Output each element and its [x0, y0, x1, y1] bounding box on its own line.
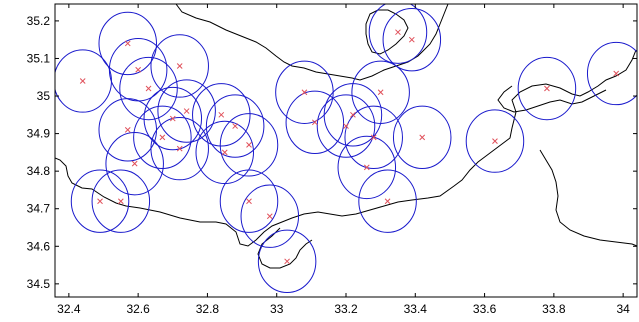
data-point-marker — [343, 123, 349, 129]
coverage-circle — [157, 79, 216, 143]
coverage-circle — [586, 41, 637, 106]
plot-area — [55, 4, 637, 293]
coastline-main — [55, 49, 637, 247]
coastline-east — [497, 85, 607, 113]
data-point-marker — [221, 149, 228, 156]
coastline-south-cape — [257, 227, 313, 269]
coverage-circle — [316, 94, 376, 158]
data-point-marker — [117, 198, 124, 205]
data-point-marker — [176, 145, 183, 152]
data-point-marker — [350, 111, 356, 118]
coverage-circle — [150, 116, 209, 181]
coverage-circle — [133, 105, 192, 170]
coverage-circle — [344, 105, 403, 170]
data-point-marker — [183, 108, 190, 114]
x-tick-label: 32.4 — [57, 302, 81, 316]
axes-frame — [54, 3, 638, 298]
y-tick-label: 34.6 — [27, 239, 51, 253]
coverage-circle — [91, 169, 151, 233]
data-point-marker — [377, 89, 384, 96]
y-axis: 34.5 34.6 34.7 34.8 34.9 35 35.1 35.2 — [27, 14, 637, 291]
coverage-circle — [351, 60, 410, 124]
data-point-marker — [363, 164, 370, 171]
data-point-marker — [135, 66, 141, 73]
data-point-marker — [301, 89, 308, 96]
data-point-marker — [311, 119, 318, 126]
data-point-marker — [218, 111, 225, 118]
coastline-island — [365, 9, 409, 55]
x-tick-label: 32.8 — [196, 302, 220, 316]
data-point-marker — [246, 198, 252, 205]
coverage-circle — [150, 34, 209, 98]
data-point-marker — [370, 134, 377, 141]
y-tick-label: 35 — [37, 89, 51, 103]
coverage-circle — [219, 169, 279, 233]
x-tick-label: 32.6 — [126, 302, 150, 316]
circle-layer — [55, 4, 637, 293]
coverage-circle — [240, 184, 300, 248]
coverage-circle — [382, 8, 442, 72]
coverage-circle — [219, 113, 279, 177]
data-point-marker — [79, 78, 86, 84]
data-point-marker — [246, 142, 252, 148]
coverage-circle — [465, 109, 525, 173]
coverage-circle — [205, 94, 265, 158]
data-point-marker — [419, 134, 426, 141]
y-tick-label: 34.9 — [27, 127, 51, 141]
data-point-marker — [232, 123, 238, 129]
data-point-marker — [97, 198, 103, 205]
coverage-circle — [70, 169, 130, 233]
y-tick-label: 34.7 — [27, 202, 51, 216]
data-point-marker — [176, 63, 183, 69]
coverage-circle — [358, 169, 417, 233]
x-tick-label: 33.4 — [404, 302, 428, 316]
coverage-circle — [143, 86, 203, 151]
coverage-circle — [285, 90, 345, 155]
x-tick-label: 33 — [270, 302, 284, 316]
data-point-marker — [492, 138, 498, 144]
coastline-layer — [55, 4, 637, 269]
data-point-marker — [384, 198, 391, 205]
data-point-marker — [395, 29, 401, 36]
data-point-marker — [544, 85, 550, 92]
data-point-marker — [284, 258, 290, 265]
data-point-marker — [169, 115, 176, 122]
data-point-marker — [159, 134, 166, 141]
x-tick-label: 34 — [616, 302, 630, 316]
coverage-circle — [257, 229, 317, 293]
data-point-marker — [124, 126, 131, 133]
coverage-circle — [392, 105, 452, 170]
coverage-circle — [517, 56, 577, 121]
data-point-marker — [266, 213, 273, 220]
coverage-circle — [105, 131, 164, 196]
y-tick-label: 34.8 — [27, 164, 51, 178]
x-tick-label: 33.8 — [542, 302, 566, 316]
data-point-marker — [613, 70, 620, 77]
data-point-marker — [408, 36, 415, 43]
coverage-circle — [337, 135, 397, 200]
data-point-marker — [124, 40, 131, 47]
y-tick-label: 35.1 — [27, 51, 51, 65]
x-tick-label: 33.6 — [473, 302, 497, 316]
data-point-marker — [131, 160, 138, 167]
data-point-marker — [145, 85, 152, 92]
marker-layer — [79, 29, 620, 265]
coverage-circle — [119, 56, 178, 121]
y-tick-label: 34.5 — [27, 277, 51, 291]
coastline-north — [175, 4, 449, 81]
x-axis: 32.4 32.6 32.8 33 33.2 33.4 33.6 33.8 34 — [57, 4, 630, 316]
coverage-circle — [98, 11, 158, 76]
coastline-bottom-right — [539, 149, 637, 247]
coverage-circle — [192, 83, 251, 147]
y-tick-label: 35.2 — [27, 14, 51, 28]
x-tick-label: 33.2 — [334, 302, 358, 316]
coverage-circle — [368, 4, 428, 64]
